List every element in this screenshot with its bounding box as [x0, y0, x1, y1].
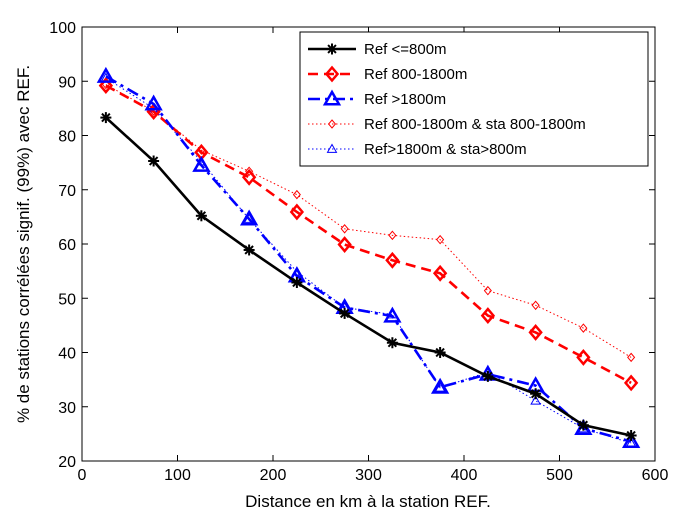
series-layer: [96, 66, 641, 448]
data-point: [576, 348, 591, 366]
data-point: [385, 251, 400, 269]
x-tick-label: 500: [546, 467, 573, 484]
legend-label: Ref >1800m: [364, 91, 446, 108]
data-point: [292, 189, 301, 200]
axis-ticks: 0 100 200 300 400 500 600 20 30 40 50 60 70 80 90 100: [49, 20, 668, 484]
data-point: [289, 203, 305, 221]
data-point: [241, 168, 257, 186]
legend-label: Ref 800-1800m: [364, 66, 467, 83]
data-point: [192, 155, 211, 172]
x-tick-label: 600: [642, 467, 669, 484]
legend-marker: [324, 65, 340, 83]
x-tick-label: 100: [164, 467, 191, 484]
data-point: [96, 66, 116, 83]
y-tick-label: 20: [58, 454, 76, 471]
data-point: [625, 430, 637, 442]
data-point: [531, 300, 540, 311]
data-point: [436, 234, 445, 245]
legend-box: [299, 31, 649, 167]
data-point: [243, 244, 255, 256]
legend-item: Ref 800-1800m & sta 800-1800m: [308, 116, 586, 133]
data-point: [337, 236, 352, 253]
series-line: [105, 116, 632, 437]
series-0: [100, 112, 637, 442]
y-tick-label: 100: [49, 20, 76, 37]
legend-label: Ref>1800m & sta>800m: [364, 141, 527, 158]
data-point: [623, 374, 639, 392]
data-point: [340, 224, 349, 234]
data-point: [621, 431, 641, 448]
data-point: [482, 370, 494, 382]
data-point: [100, 112, 112, 124]
data-point: [148, 155, 160, 167]
data-point: [98, 77, 114, 95]
y-tick-label: 50: [58, 291, 76, 308]
legend-marker: [326, 43, 338, 55]
legend-item: Ref 800-1800m: [308, 65, 467, 83]
data-point: [434, 382, 446, 392]
legend-marker: [327, 119, 337, 129]
data-point: [291, 277, 303, 289]
data-point: [530, 395, 541, 405]
x-tick-label: 400: [451, 467, 478, 484]
legend-label: Ref <=800m: [364, 41, 447, 58]
data-point: [528, 323, 543, 341]
legend-item: Ref>1800m & sta>800m: [308, 141, 527, 158]
data-point: [195, 210, 207, 222]
data-point: [245, 166, 254, 177]
y-tick-label: 70: [58, 183, 76, 200]
x-axis-label: Distance en km à la station REF.: [245, 492, 491, 511]
legend-item: Ref <=800m: [308, 41, 447, 58]
data-point: [530, 388, 542, 400]
x-tick-label: 300: [355, 467, 382, 484]
y-tick-label: 90: [58, 74, 76, 91]
data-point: [577, 419, 589, 431]
legend: Ref <=800m Ref 800-1800m Ref >1800m Ref 800…: [299, 31, 649, 167]
series-1: [98, 77, 639, 392]
y-tick-label: 60: [58, 237, 76, 254]
series-line: [105, 77, 632, 444]
data-point: [432, 264, 448, 282]
series-line: [105, 84, 632, 385]
series-line: [105, 75, 632, 443]
y-axis-label: % de stations corrélées signif. (99%) av…: [14, 65, 33, 423]
legend-item: Ref >1800m: [308, 89, 446, 108]
series-line: [105, 84, 632, 358]
data-point: [480, 307, 496, 325]
data-point: [483, 285, 492, 296]
legend-marker: [326, 143, 338, 153]
data-point: [239, 209, 259, 226]
data-point: [339, 307, 351, 319]
data-point: [579, 323, 588, 333]
y-tick-label: 40: [58, 346, 76, 363]
y-tick-label: 30: [58, 400, 76, 417]
x-tick-label: 0: [78, 467, 87, 484]
data-point: [627, 352, 636, 363]
data-point: [430, 377, 450, 394]
data-point: [388, 230, 397, 241]
legend-marker: [322, 89, 342, 106]
legend-label: Ref 800-1800m & sta 800-1800m: [364, 116, 586, 133]
data-point: [144, 94, 163, 111]
data-point: [386, 337, 398, 349]
y-tick-label: 80: [58, 129, 76, 146]
x-tick-label: 200: [260, 467, 287, 484]
data-point: [383, 306, 402, 323]
data-point: [434, 347, 446, 358]
